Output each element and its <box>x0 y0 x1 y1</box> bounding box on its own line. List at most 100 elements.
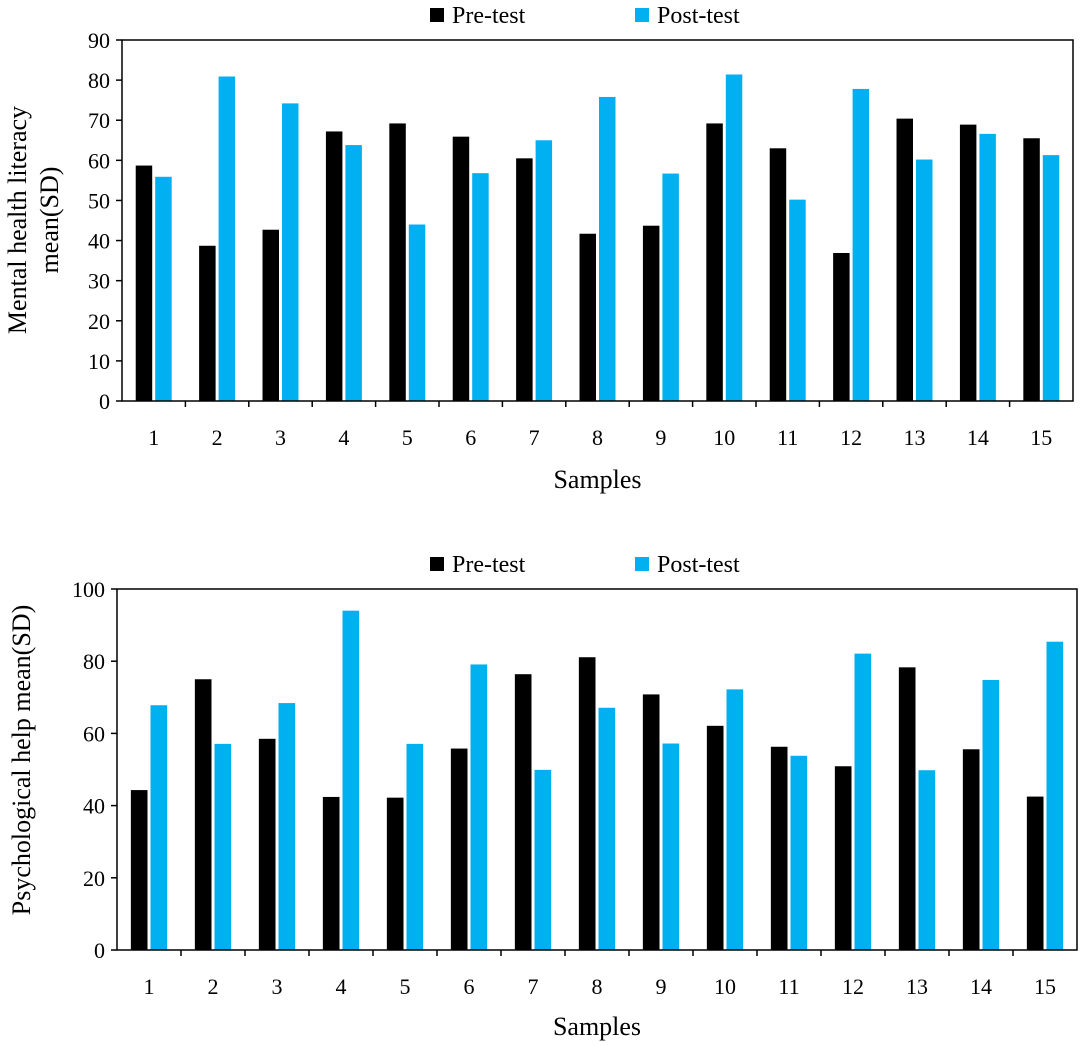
bar-pre-test-13 <box>898 667 916 950</box>
x-tick-label: 7 <box>529 425 540 450</box>
bar-pre-test-1 <box>130 790 148 950</box>
bar-pre-test-9 <box>642 694 660 950</box>
bar-pre-test-8 <box>578 657 596 950</box>
bar-post-test-5 <box>408 224 426 401</box>
bar-post-test-6 <box>472 173 489 401</box>
bar-post-test-4 <box>345 145 362 401</box>
x-tick-label: 6 <box>464 974 475 999</box>
x-tick-label: 4 <box>336 974 347 999</box>
y-tick-label: 0 <box>94 938 105 963</box>
bar-post-test-12 <box>852 88 870 401</box>
y-axis-title: Psychological help mean(SD) <box>7 605 36 916</box>
bar-pre-test-11 <box>769 148 787 401</box>
legend-swatch-post-test <box>635 8 649 22</box>
y-tick-label: 0 <box>99 389 110 414</box>
bar-pre-test-1 <box>135 165 153 401</box>
bar-post-test-8 <box>598 707 616 950</box>
bar-post-test-13 <box>916 159 933 401</box>
x-tick-label: 10 <box>714 974 736 999</box>
bar-post-test-5 <box>406 743 424 950</box>
x-tick-label: 7 <box>528 974 539 999</box>
bar-pre-test-2 <box>199 245 216 401</box>
bar-pre-test-10 <box>706 725 724 950</box>
bar-post-test-12 <box>854 653 872 950</box>
bar-post-test-7 <box>535 140 553 401</box>
bar-post-test-7 <box>534 769 552 950</box>
x-tick-label: 5 <box>400 974 411 999</box>
y-tick-label: 90 <box>88 28 110 53</box>
x-tick-label: 13 <box>904 425 926 450</box>
x-tick-label: 1 <box>144 974 155 999</box>
y-tick-label: 10 <box>88 349 110 374</box>
bar-post-test-10 <box>726 689 744 950</box>
bar-post-test-1 <box>155 176 172 401</box>
x-tick-label: 8 <box>592 974 603 999</box>
y-tick-label: 20 <box>88 309 110 334</box>
bar-pre-test-15 <box>1023 138 1040 401</box>
bar-pre-test-7 <box>516 158 533 401</box>
x-tick-label: 2 <box>212 425 223 450</box>
y-tick-label: 60 <box>88 148 110 173</box>
bar-pre-test-13 <box>896 118 913 402</box>
x-axis-title: Samples <box>553 1012 641 1041</box>
bar-post-test-15 <box>1042 155 1060 401</box>
y-tick-label: 20 <box>83 866 105 891</box>
bar-post-test-14 <box>979 133 996 402</box>
y-tick-label: 70 <box>88 108 110 133</box>
x-tick-label: 9 <box>655 425 666 450</box>
bar-post-test-3 <box>278 703 296 950</box>
bar-post-test-2 <box>214 743 232 950</box>
x-tick-label: 12 <box>840 425 862 450</box>
bar-pre-test-14 <box>959 124 977 401</box>
y-tick-label: 30 <box>88 269 110 294</box>
bar-post-test-15 <box>1046 641 1064 950</box>
bar-post-test-1 <box>150 705 168 950</box>
y-tick-label: 100 <box>72 577 105 602</box>
x-tick-label: 4 <box>338 425 349 450</box>
bar-pre-test-11 <box>770 746 788 950</box>
bar-post-test-8 <box>599 96 616 402</box>
bar-pre-test-6 <box>452 136 470 402</box>
legend-label-post-test: Post-test <box>657 552 740 578</box>
legend-swatch-pre-test <box>430 8 444 22</box>
x-tick-label: 2 <box>208 974 219 999</box>
legend-label-pre-test: Pre-test <box>452 552 526 578</box>
x-tick-label: 12 <box>842 974 864 999</box>
bar-post-test-2 <box>218 76 236 401</box>
x-tick-label: 3 <box>275 425 286 450</box>
bar-pre-test-4 <box>325 131 343 401</box>
x-tick-label: 14 <box>970 974 992 999</box>
bar-pre-test-9 <box>642 225 660 401</box>
x-tick-label: 9 <box>656 974 667 999</box>
x-tick-label: 11 <box>777 425 798 450</box>
bar-post-test-13 <box>918 770 936 950</box>
x-tick-label: 3 <box>272 974 283 999</box>
bar-pre-test-3 <box>262 229 279 401</box>
x-tick-label: 13 <box>906 974 928 999</box>
bar-pre-test-7 <box>514 674 532 950</box>
legend-swatch-post-test <box>635 557 649 571</box>
x-tick-label: 5 <box>402 425 413 450</box>
x-tick-label: 1 <box>148 425 159 450</box>
x-tick-label: 8 <box>592 425 603 450</box>
bar-pre-test-8 <box>579 233 596 401</box>
x-tick-label: 6 <box>465 425 476 450</box>
x-tick-label: 14 <box>967 425 989 450</box>
bar-pre-test-6 <box>450 748 468 950</box>
bar-post-test-6 <box>470 664 488 950</box>
bar-post-test-11 <box>789 199 806 401</box>
bar-post-test-9 <box>662 743 680 950</box>
y-tick-label: 80 <box>88 68 110 93</box>
bar-post-test-4 <box>342 610 360 950</box>
y-tick-label: 40 <box>88 229 110 254</box>
bar-pre-test-12 <box>833 252 850 401</box>
x-tick-label: 10 <box>713 425 735 450</box>
bar-pre-test-3 <box>258 738 276 950</box>
y-axis-title-line-1: Mental health literacy <box>3 106 32 334</box>
y-tick-label: 50 <box>88 188 110 213</box>
bar-pre-test-5 <box>389 123 406 402</box>
x-tick-label: 11 <box>778 974 799 999</box>
